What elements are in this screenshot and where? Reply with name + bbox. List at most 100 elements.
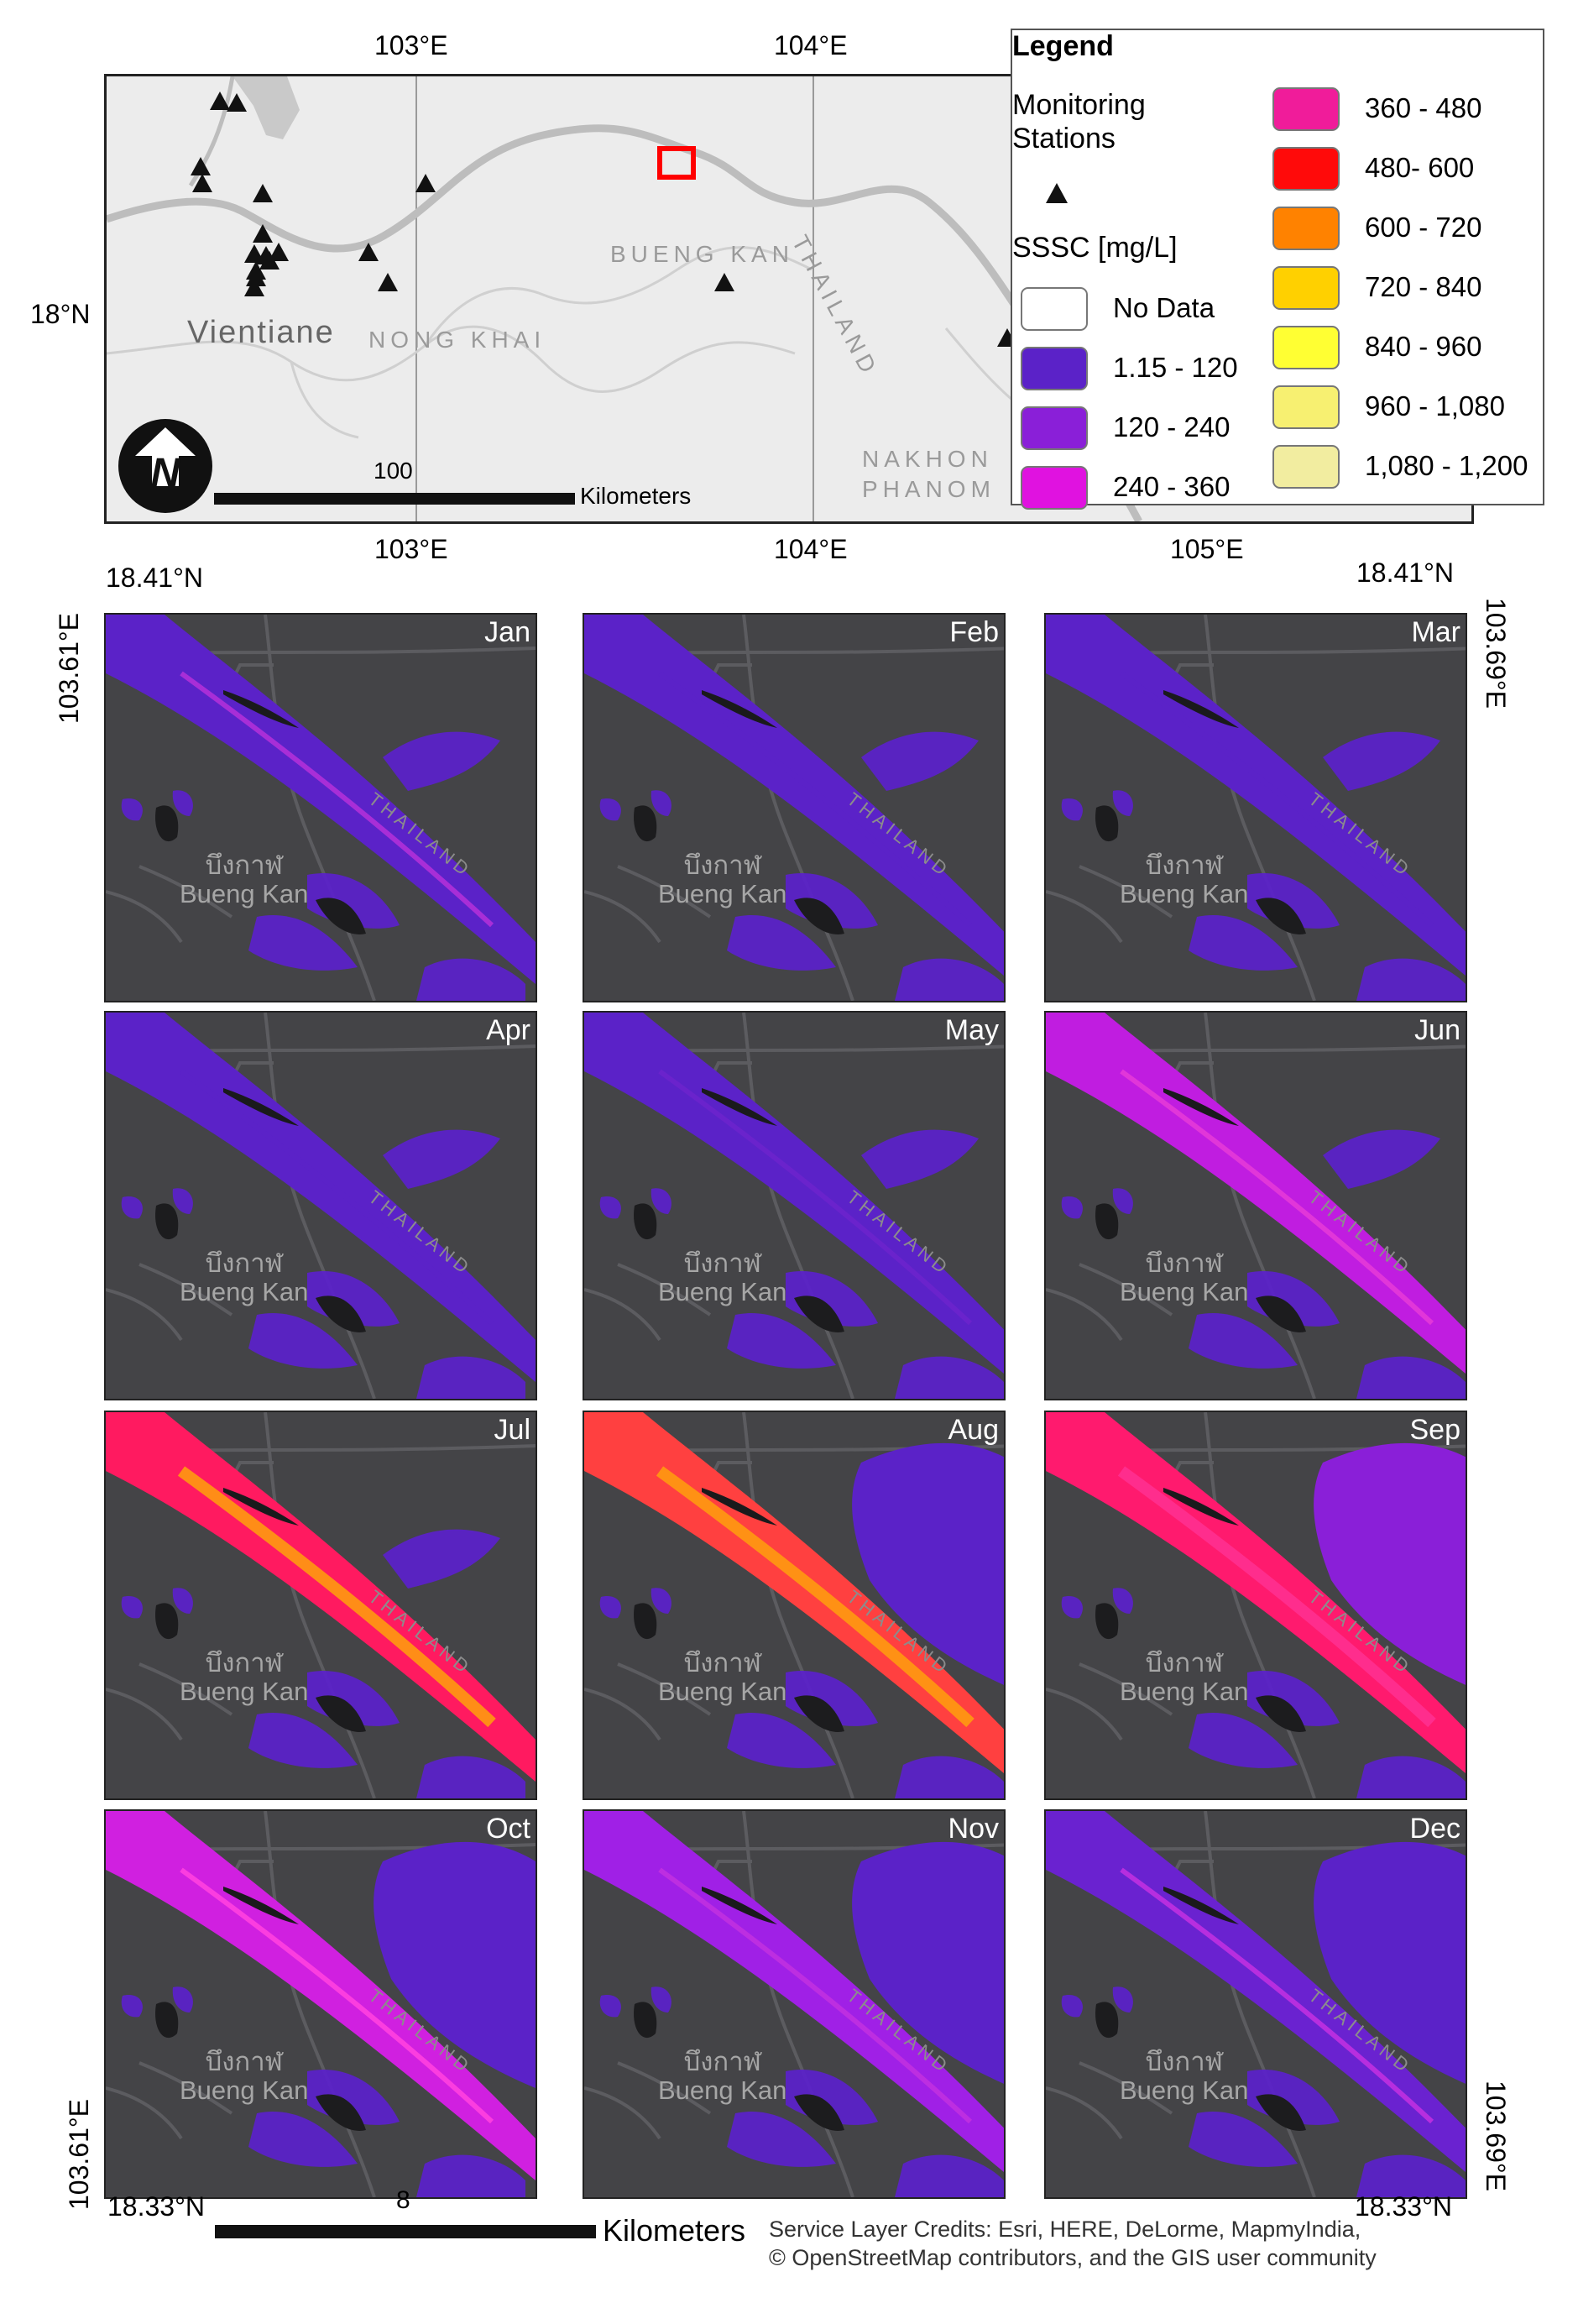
inundation-area (1314, 1442, 1466, 1685)
station-marker-icon[interactable] (259, 251, 280, 270)
town-label-en: Bueng Kan (1120, 879, 1249, 908)
dark-land-shape (1256, 2094, 1306, 2131)
overview-scale-unit: Kilometers (580, 483, 692, 509)
road-line (138, 1662, 233, 1716)
station-marker-icon[interactable] (253, 224, 273, 243)
panel-map (106, 1013, 536, 1399)
legend-swatch (1021, 466, 1088, 510)
month-panel-jul[interactable]: THAILAND บึงกาฬ Bueng Kan Jul (104, 1411, 537, 1800)
dark-land-shape (1256, 1295, 1306, 1332)
station-marker-icon[interactable] (358, 243, 379, 261)
river-band (106, 1013, 536, 1382)
road-line (1204, 1013, 1316, 1399)
station-marker-icon[interactable] (210, 92, 230, 110)
river-band (106, 1412, 536, 1782)
dark-land-shape (634, 1203, 657, 1240)
road-line (742, 1412, 854, 1798)
sediment-streak (658, 1069, 973, 1326)
station-marker-icon[interactable] (244, 278, 264, 296)
month-panel-feb[interactable]: THAILAND บึงกาฬ Bueng Kan Feb (583, 613, 1006, 1002)
month-panel-jan[interactable]: THAILAND บึงกาฬ Bueng Kan Jan (104, 613, 537, 1002)
station-marker-icon[interactable] (714, 273, 734, 291)
wetland-shape (416, 2154, 525, 2197)
dark-land-shape (155, 1203, 179, 1240)
lon-label-104-bottom: 104°E (774, 534, 848, 564)
station-marker-icon[interactable] (227, 93, 247, 112)
frame-lon-left-top: 103.61°E (54, 612, 84, 724)
panel-map (106, 1811, 536, 2197)
station-marker-icon[interactable] (244, 244, 264, 263)
wetland-shape (651, 1588, 671, 1614)
road-line (138, 1263, 233, 1316)
month-panel-mar[interactable]: THAILAND บึงกาฬ Bueng Kan Mar (1044, 613, 1467, 1002)
town-label-thai: บึงกาฬ (1145, 1248, 1223, 1278)
road-line (264, 615, 376, 1001)
wetland-shape (895, 1356, 1004, 1399)
panel-map (1046, 1412, 1466, 1798)
town-label-thai: บึงกาฬ (683, 1648, 761, 1678)
town-label-en: Bueng Kan (658, 1677, 787, 1706)
month-panel-may[interactable]: THAILAND บึงกาฬ Bueng Kan May (583, 1011, 1006, 1400)
sediment-streak (180, 1867, 494, 2124)
legend-class-label: 120 - 240 (1113, 411, 1231, 442)
road-line (617, 1263, 712, 1316)
month-panel-dec[interactable]: THAILAND บึงกาฬ Bueng Kan Dec (1044, 1809, 1467, 2199)
legend-swatch (1021, 287, 1088, 331)
sediment-streak (1120, 1867, 1434, 2124)
place-nakhon: NAKHON (862, 446, 993, 472)
legend-class-label: 480- 600 (1365, 152, 1475, 183)
dark-land-shape (634, 2002, 657, 2039)
wetland-shape (861, 1129, 979, 1189)
month-panel-nov[interactable]: THAILAND บึงกาฬ Bueng Kan Nov (583, 1809, 1006, 2199)
river-island (1163, 1887, 1239, 1924)
wetland-shape (895, 958, 1004, 1001)
wetland-shape (1112, 1188, 1133, 1214)
town-label: บึงกาฬ Bueng Kan (658, 1649, 786, 1706)
panel-map (584, 1811, 1004, 2197)
month-panel-sep[interactable]: THAILAND บึงกาฬ Bueng Kan Sep (1044, 1411, 1467, 1800)
town-label: บึงกาฬ Bueng Kan (658, 851, 786, 908)
station-marker-icon[interactable] (378, 273, 398, 291)
wetland-shape (599, 1596, 621, 1619)
river-band (584, 615, 1004, 976)
dark-land-shape (155, 805, 179, 842)
panel-map (1046, 1013, 1466, 1399)
reservoir-shape (233, 76, 300, 139)
month-panel-apr[interactable]: THAILAND บึงกาฬ Bueng Kan Apr (104, 1011, 537, 1400)
station-marker-icon[interactable] (192, 174, 212, 192)
month-panel-oct[interactable]: THAILAND บึงกาฬ Bueng Kan Oct (104, 1809, 537, 2199)
month-label: Jun (1414, 1014, 1460, 1046)
place-nong-khai: NONG KHAI (368, 327, 546, 353)
wetland-shape (1061, 1196, 1083, 1219)
sediment-streak (180, 1069, 494, 1326)
dark-land-shape (794, 2094, 844, 2131)
wetland-shape (1189, 1713, 1298, 1768)
legend-swatch (1272, 87, 1340, 131)
place-vientiane: Vientiane (187, 315, 335, 350)
study-area-box (657, 146, 696, 180)
panel-map (1046, 1811, 1466, 2197)
legend-sssc-label: SSSC [mg/L] (1012, 232, 1178, 264)
dark-land-shape (1256, 898, 1306, 934)
legend-swatch (1021, 406, 1088, 450)
station-marker-icon[interactable] (269, 243, 289, 261)
month-label: Mar (1411, 616, 1460, 648)
road-line (106, 1288, 183, 1342)
legend-class-label: 1.15 - 120 (1113, 352, 1238, 383)
month-panel-aug[interactable]: THAILAND บึงกาฬ Bueng Kan Aug (583, 1411, 1006, 1800)
road-line (742, 615, 854, 1001)
station-marker-icon[interactable] (253, 184, 273, 202)
month-label: Aug (948, 1414, 1000, 1446)
inundation-area (852, 1841, 1004, 2084)
town-label-thai: บึงกาฬ (205, 851, 283, 880)
station-marker-icon[interactable] (246, 268, 266, 286)
station-marker-icon[interactable] (191, 157, 211, 175)
place-phanom: PHANOM (862, 476, 995, 502)
legend-stations-label-2: Stations (1012, 123, 1116, 154)
dark-land-shape (1095, 805, 1119, 842)
month-panel-jun[interactable]: THAILAND บึงกาฬ Bueng Kan Jun (1044, 1011, 1467, 1400)
town-label-thai: บึงกาฬ (683, 851, 761, 880)
river-tributary-1 (188, 76, 235, 187)
station-marker-icon[interactable] (415, 174, 436, 192)
dark-land-shape (1256, 1695, 1306, 1732)
